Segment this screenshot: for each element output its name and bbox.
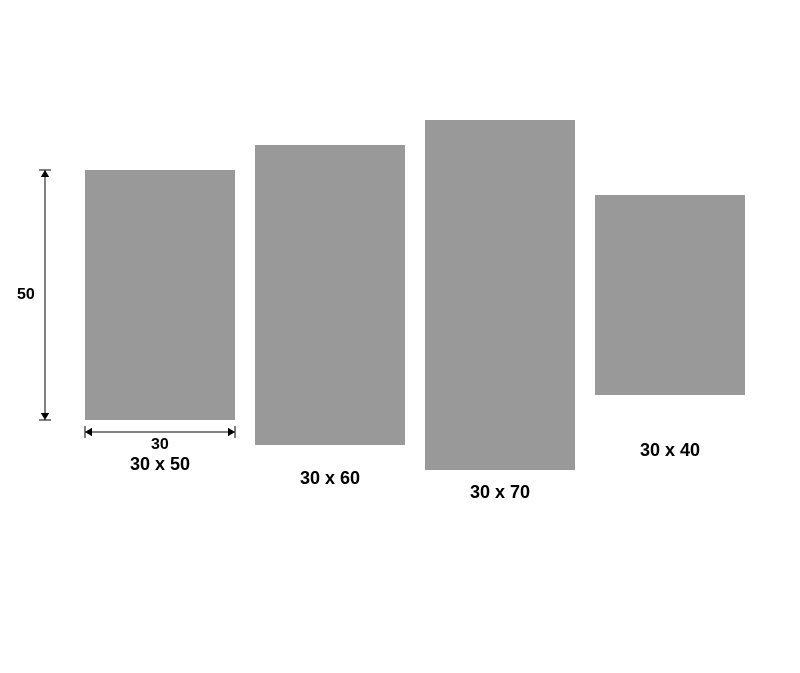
panel-4 <box>595 195 745 395</box>
panel-caption-2: 30 x 60 <box>300 468 360 489</box>
panel-caption-3: 30 x 70 <box>470 482 530 503</box>
width-dimension-label: 30 <box>151 436 169 454</box>
panel-caption-1: 30 x 50 <box>130 454 190 475</box>
panel-2 <box>255 145 405 445</box>
panel-1 <box>85 170 235 420</box>
panel-caption-4: 30 x 40 <box>640 440 700 461</box>
panel-3 <box>425 120 575 470</box>
height-dimension-label: 50 <box>17 286 35 304</box>
size-diagram: 30 x 50 30 x 60 30 x 70 30 x 40 50 30 <box>0 0 800 673</box>
